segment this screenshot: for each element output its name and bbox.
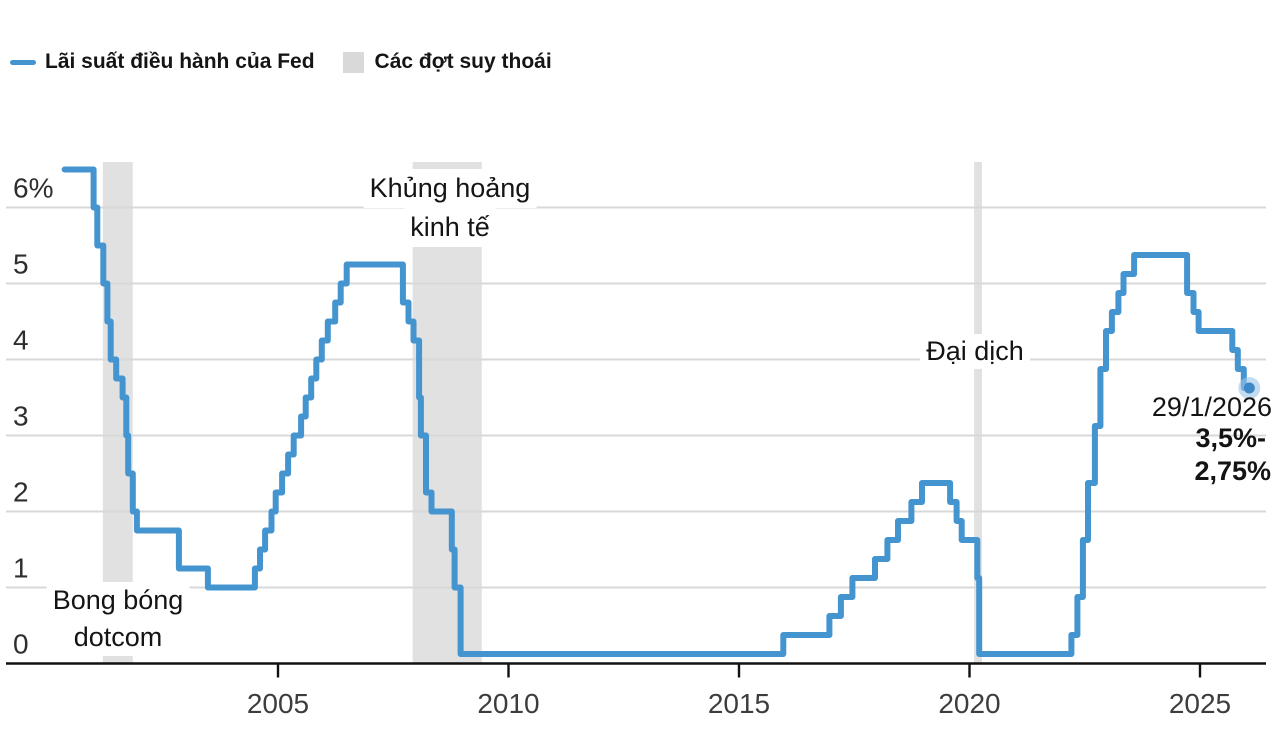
y-tick-label: 3 xyxy=(13,401,29,432)
annotation-pandemic: Đại dịch xyxy=(920,334,1030,369)
legend: Lãi suất điều hành của Fed Các đợt suy t… xyxy=(10,50,552,74)
annotation-financial-crisis: Khủng hoảng kinh tế xyxy=(363,169,537,247)
y-tick-label: 5 xyxy=(13,249,29,280)
y-tick-label: 0 xyxy=(13,629,29,660)
fed-rate-line xyxy=(61,166,1253,657)
x-tick-label: 2025 xyxy=(1169,688,1231,719)
y-tick-label: 2 xyxy=(13,477,29,508)
legend-series-label: Lãi suất điều hành của Fed xyxy=(45,50,315,73)
annotation-text: Khủng hoảng xyxy=(363,169,537,208)
legend-recession-swatch xyxy=(342,51,364,73)
x-tick-label: 2005 xyxy=(247,688,309,719)
y-tick-label: 6% xyxy=(13,173,53,204)
x-tick-label: 2010 xyxy=(477,688,539,719)
endpoint-marker xyxy=(1243,382,1255,394)
legend-line-swatch xyxy=(10,59,36,65)
annotation-text: kinh tế xyxy=(404,208,496,247)
x-tick-label: 2015 xyxy=(708,688,770,719)
y-tick-label: 4 xyxy=(13,325,29,356)
annotation-text: dotcom xyxy=(67,619,169,656)
legend-recession-label: Các đợt suy thoái xyxy=(374,50,552,73)
annotation-dotcom-bubble: Bong bóng dotcom xyxy=(46,582,190,656)
x-tick-label: 2020 xyxy=(938,688,1000,719)
endpoint-date-label: 29/1/2026 xyxy=(1151,392,1272,422)
recession-band xyxy=(974,162,982,664)
endpoint-range-line2: 2,75% xyxy=(1194,456,1271,486)
y-tick-label: 1 xyxy=(13,553,29,584)
endpoint-range-line1: 3,5%- xyxy=(1195,423,1266,453)
annotation-text: Đại dịch xyxy=(920,334,1030,369)
annotation-text: Bong bóng xyxy=(46,582,190,619)
